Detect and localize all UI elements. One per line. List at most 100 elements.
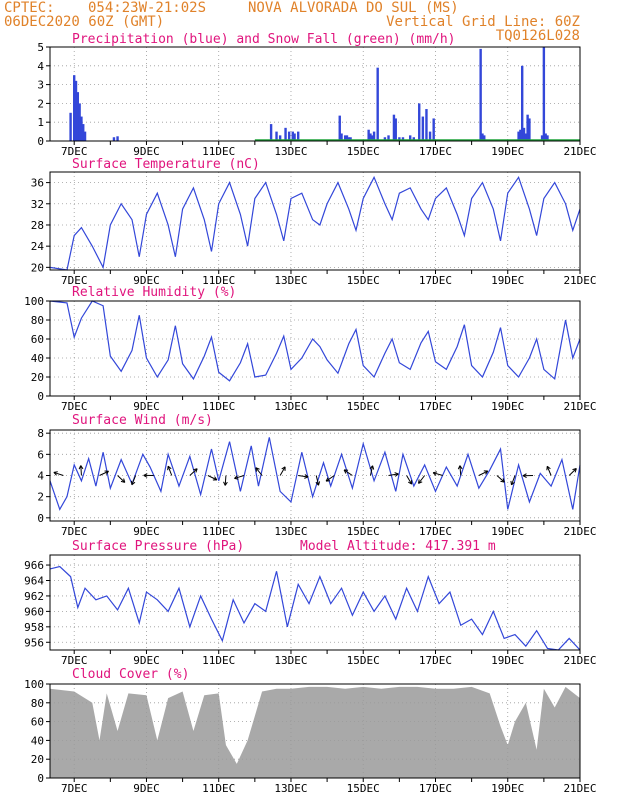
x-tick-label: 15DEC (347, 400, 380, 413)
series-line (49, 175, 581, 271)
precip-bar (112, 137, 116, 141)
wind-arrow (207, 475, 218, 481)
x-tick-label: 19DEC (491, 782, 524, 795)
wind-arrowhead (255, 467, 258, 472)
x-tick-label: 13DEC (274, 400, 307, 413)
precip-bar (76, 92, 80, 141)
precip-bar (408, 135, 412, 141)
precip-bar (74, 80, 78, 141)
wind-arrow (279, 466, 286, 476)
panel-title: Precipitation (blue) and Snow Fall (gree… (72, 32, 456, 47)
panel-frame (49, 46, 581, 142)
y-tick-label: 0 (37, 772, 44, 785)
model-code: TQ0126L028 (495, 28, 580, 44)
precip-bar (479, 48, 482, 141)
precip-bar (392, 114, 396, 141)
precip-bar (371, 135, 374, 141)
wind-arrowhead (53, 472, 57, 476)
precip-bar (338, 115, 341, 141)
precip-bar (542, 47, 546, 141)
wind-arrow (298, 475, 309, 478)
y-tick-label: 20 (31, 261, 44, 274)
precip-bar (412, 137, 416, 141)
x-tick-label: 9DEC (133, 525, 160, 538)
wind-arrow (325, 475, 335, 482)
wind-arrowhead (214, 476, 218, 481)
model-altitude-note: Model Altitude: 417.391 m (300, 539, 496, 554)
x-tick-label: 7DEC (61, 782, 88, 795)
wind-arrowhead (500, 480, 505, 483)
wind-arrowhead (123, 478, 126, 483)
x-tick-label: 13DEC (274, 782, 307, 795)
wind-arrowhead (193, 468, 198, 471)
wind-arrowhead (574, 468, 577, 473)
precip-bar (425, 109, 428, 141)
precip-bar (372, 131, 376, 141)
x-tick-label: 7DEC (61, 145, 88, 158)
coordinates: 054:23W-21:02S (88, 0, 207, 16)
y-tick-label: 40 (31, 734, 44, 747)
wind-arrowhead (432, 472, 437, 476)
panel-frame (49, 554, 581, 651)
precip-bar (297, 131, 300, 141)
x-tick-label: 21DEC (563, 654, 596, 667)
wind-arrow (459, 465, 462, 476)
panel-title: Relative Humidity (%) (72, 285, 236, 300)
panel-5: Surface Pressure (hPa) Model Altitude: 41… (24, 539, 596, 667)
x-tick-label: 7DEC (61, 400, 88, 413)
wind-arrowhead (234, 475, 238, 479)
x-tick-label: 19DEC (491, 525, 524, 538)
wind-arrowhead (224, 481, 228, 486)
x-tick-label: 7DEC (61, 274, 88, 287)
wind-arrowhead (546, 465, 551, 470)
wind-arrowhead (167, 465, 172, 470)
x-tick-label: 19DEC (491, 145, 524, 158)
x-tick-label: 21DEC (563, 274, 596, 287)
precip-bar (428, 131, 432, 141)
wind-arrowhead (131, 481, 136, 486)
wind-arrowhead (255, 467, 260, 470)
precip-bar (291, 131, 294, 141)
x-tick-label: 17DEC (419, 400, 452, 413)
wind-arrow (496, 475, 505, 483)
y-tick-label: 40 (31, 352, 44, 365)
series-line (49, 437, 581, 511)
wind-arrow (53, 471, 64, 476)
wind-arrowhead (80, 465, 84, 470)
wind-arrowhead (394, 473, 399, 477)
wind-arrowhead (418, 479, 420, 484)
x-tick-label: 11DEC (202, 782, 235, 795)
series-line (49, 565, 581, 651)
x-tick-label: 15DEC (347, 145, 380, 158)
panel-1: Precipitation (blue) and Snow Fall (gree… (37, 32, 596, 158)
wind-arrowhead (343, 469, 347, 474)
wind-arrow (388, 473, 399, 476)
x-tick-label: 9DEC (133, 782, 160, 795)
precip-bar (278, 135, 282, 141)
precip-bar (544, 133, 547, 141)
wind-arrowhead (281, 466, 286, 470)
y-tick-label: 0 (37, 390, 44, 403)
y-tick-label: 1 (37, 116, 44, 129)
panel-frame (49, 300, 581, 397)
y-tick-label: 3 (37, 79, 44, 92)
wind-arrow (234, 475, 245, 479)
wind-arrowhead (234, 477, 239, 480)
wind-arrowhead (510, 480, 512, 485)
precip-bar (78, 103, 81, 141)
x-tick-label: 17DEC (419, 525, 452, 538)
panel-4: Surface Wind (m/s) 0 2 4 6 8 7DEC 9DEC 11DEC 13DE… (37, 413, 596, 538)
y-tick-label: 956 (24, 636, 44, 649)
precip-bar (528, 118, 531, 141)
precip-bar (383, 137, 387, 141)
precip-bar (349, 137, 352, 141)
wind-arrow (255, 467, 263, 476)
precip-bar (345, 135, 349, 141)
x-tick-label: 17DEC (419, 782, 452, 795)
wind-arrow (478, 470, 489, 476)
y-tick-label: 966 (24, 559, 44, 572)
wind-arrowhead (572, 468, 577, 471)
wind-arrowhead (457, 465, 461, 470)
y-tick-label: 20 (31, 753, 44, 766)
